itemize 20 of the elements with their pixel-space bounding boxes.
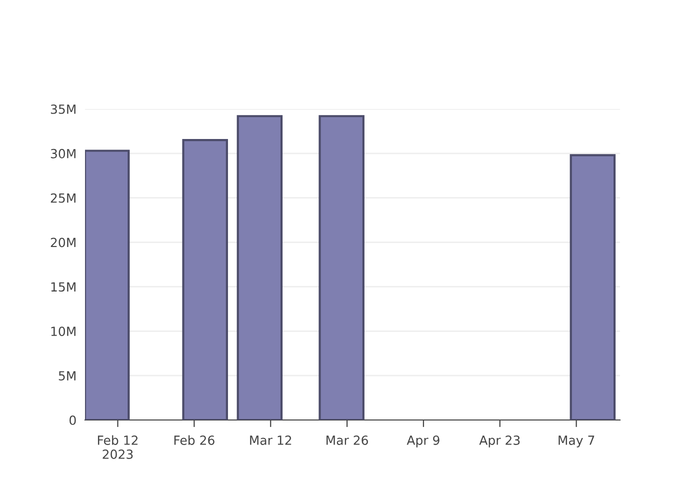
y-tick-label: 5M [58,371,76,380]
bar [182,139,228,420]
y-tick-label: 25M [50,193,76,203]
bar [85,150,130,420]
x-tick-label: Feb 26 [174,435,214,445]
y-tick-label: 35M [50,104,76,114]
x-tick-label: Mar 26 [326,436,368,445]
x-tick-label: Mar 12 [250,436,292,445]
x-tick-label: Feb 12 2023 [98,435,138,459]
bar [318,115,364,420]
y-tick-label: 15M [51,282,76,292]
x-tick-label: Apr 23 [479,436,520,448]
y-tick-label: 10M [51,326,76,336]
x-tick-label: May 7 [558,436,594,448]
x-tick-label: Apr 9 [406,436,440,448]
bar [236,115,283,420]
y-tick-label: 0 [70,415,76,425]
y-tick-label: 20M [50,238,76,248]
y-tick-label: 30M [50,148,76,158]
bar [570,154,616,420]
